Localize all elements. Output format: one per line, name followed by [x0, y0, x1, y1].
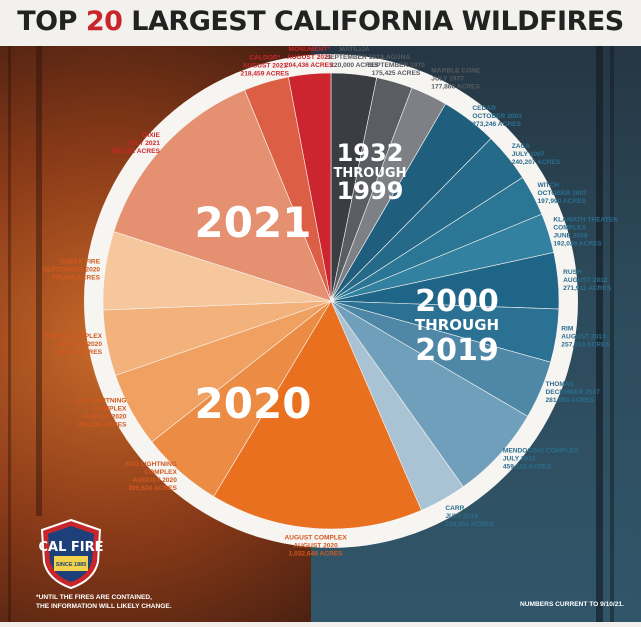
group-label-2000-line2: THROUGH	[415, 316, 499, 334]
group-labels: 2021 2020 1932 THROUGH 1999 2000 THROUGH…	[195, 139, 500, 428]
chart-title: TOP 20 LARGEST CALIFORNIA WILDFIRES	[0, 6, 641, 37]
cal-fire-logo: CAL FIRE SINCE 1885	[38, 518, 104, 590]
slice-label: SCU LIGHTNING COMPLEX AUGUST 2020 396,624 A…	[125, 461, 178, 492]
slice-labels: MATILIJA SEPTEMBER 1932 220,000 ACRESLAGUN…	[43, 46, 619, 558]
group-label-2000-line3: 2019	[415, 333, 499, 368]
logo-text: CAL FIRE	[38, 540, 103, 555]
footnote-line-1: *UNTIL THE FIRES ARE CONTAINED,	[36, 594, 153, 601]
slice-label: CREEK FIRE SEPTEMBER 2020 379,895 ACRES	[43, 259, 101, 282]
slice-label: MENDOCINO COMPLEX JULY 2018 459,123 ACRES	[503, 447, 579, 470]
slice-label: WITCH OCTOBER 2007 197,990 ACRES	[538, 182, 588, 205]
slice-label: THOMAS DECEMBER 2017 281,893 ACRES	[546, 381, 601, 404]
slice-label: MARBLE CONE JULY 1977 177,866 ACRES	[431, 68, 481, 91]
slice-label: RIM AUGUST 2013 257,314 ACRES	[561, 326, 610, 349]
bottom-strip	[0, 622, 641, 627]
slice-label: MATILIJA SEPTEMBER 1932 220,000 ACRES	[326, 46, 384, 69]
title-prefix: TOP	[17, 6, 77, 37]
pie-slice-august-complex	[213, 300, 422, 530]
slice-label: LNU LIGHTNING COMPLEX AUGUST 2020 363,220 A…	[75, 398, 127, 429]
slice-label: NORTH COMPLEX AUGUST 2020 318,935 ACRES	[44, 333, 102, 356]
group-label-1932-line3: 1999	[337, 177, 404, 205]
slice-label: MONUMENT* AUGUST 2021 204,436 ACRES	[285, 46, 334, 69]
slice-label: RUSH AUGUST 2012 271,911 ACRES	[563, 269, 612, 292]
group-label-1932-line1: 1932	[337, 139, 404, 167]
slice-label: DIXIE JULY 2021 950,591 ACRES	[111, 132, 160, 155]
slice-label: CEDAR OCTOBER 2003 273,246 ACRES	[472, 105, 522, 128]
footnote: *UNTIL THE FIRES ARE CONTAINED, THE INFO…	[36, 593, 172, 611]
pie-slices	[102, 72, 560, 530]
slice-label: ZACA JULY 2007 240,207 ACRES	[512, 143, 561, 166]
numbers-current-note: NUMBERS CURRENT TO 9/10/21.	[520, 601, 624, 608]
slice-label: CALDOR* AUGUST 2021 218,459 ACRES	[241, 55, 290, 78]
slice-label: KLAMATH THEATEK COMPLEX JUNE 2008 192,038 A…	[553, 217, 618, 248]
group-label-2021: 2021	[195, 198, 312, 247]
slice-label: LAGUNA SEPTEMBER 1970 175,425 ACRES	[367, 54, 425, 77]
title-bar	[0, 0, 641, 46]
slice-label: CARR JULY 2018 229,651 ACRES	[445, 505, 494, 528]
pie-slice-monument	[288, 72, 332, 302]
slice-label: AUGUST COMPLEX AUGUST 2020 1,032,648 ACRES	[284, 535, 347, 558]
title-number: 20	[85, 6, 123, 37]
group-label-1932-line2: THROUGH	[334, 166, 407, 181]
group-label-2000-line1: 2000	[415, 284, 499, 319]
footnote-line-2: THE INFORMATION WILL LIKELY CHANGE.	[36, 603, 172, 610]
pie-slice-dixie	[113, 89, 332, 302]
group-label-2020: 2020	[195, 379, 312, 428]
title-suffix: LARGEST CALIFORNIA WILDFIRES	[131, 6, 624, 37]
logo-since: SINCE 1885	[56, 562, 87, 568]
